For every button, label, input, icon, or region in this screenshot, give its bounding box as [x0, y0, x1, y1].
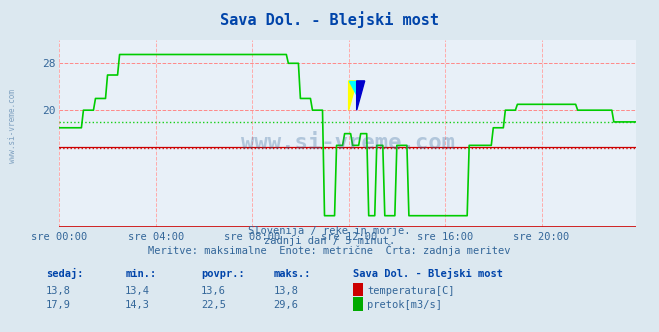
Text: maks.:: maks.: [273, 269, 311, 279]
Text: povpr.:: povpr.: [201, 269, 244, 279]
Text: pretok[m3/s]: pretok[m3/s] [367, 300, 442, 310]
Text: sedaj:: sedaj: [46, 268, 84, 279]
Text: temperatura[C]: temperatura[C] [367, 286, 455, 296]
Text: Slovenija / reke in morje.: Slovenija / reke in morje. [248, 226, 411, 236]
Text: Meritve: maksimalne  Enote: metrične  Črta: zadnja meritev: Meritve: maksimalne Enote: metrične Črta… [148, 244, 511, 256]
Text: zadnji dan / 5 minut.: zadnji dan / 5 minut. [264, 236, 395, 246]
Text: 13,8: 13,8 [46, 286, 71, 296]
Text: Sava Dol. - Blejski most: Sava Dol. - Blejski most [220, 12, 439, 29]
Text: 13,6: 13,6 [201, 286, 226, 296]
Text: www.si-vreme.com: www.si-vreme.com [241, 133, 455, 153]
Polygon shape [349, 81, 357, 96]
Text: Sava Dol. - Blejski most: Sava Dol. - Blejski most [353, 268, 503, 279]
Text: min.:: min.: [125, 269, 156, 279]
Text: 29,6: 29,6 [273, 300, 299, 310]
Text: 13,8: 13,8 [273, 286, 299, 296]
Text: 14,3: 14,3 [125, 300, 150, 310]
Text: 22,5: 22,5 [201, 300, 226, 310]
Polygon shape [357, 81, 364, 110]
Text: www.si-vreme.com: www.si-vreme.com [8, 89, 17, 163]
Text: 17,9: 17,9 [46, 300, 71, 310]
Text: 13,4: 13,4 [125, 286, 150, 296]
Polygon shape [349, 81, 357, 110]
